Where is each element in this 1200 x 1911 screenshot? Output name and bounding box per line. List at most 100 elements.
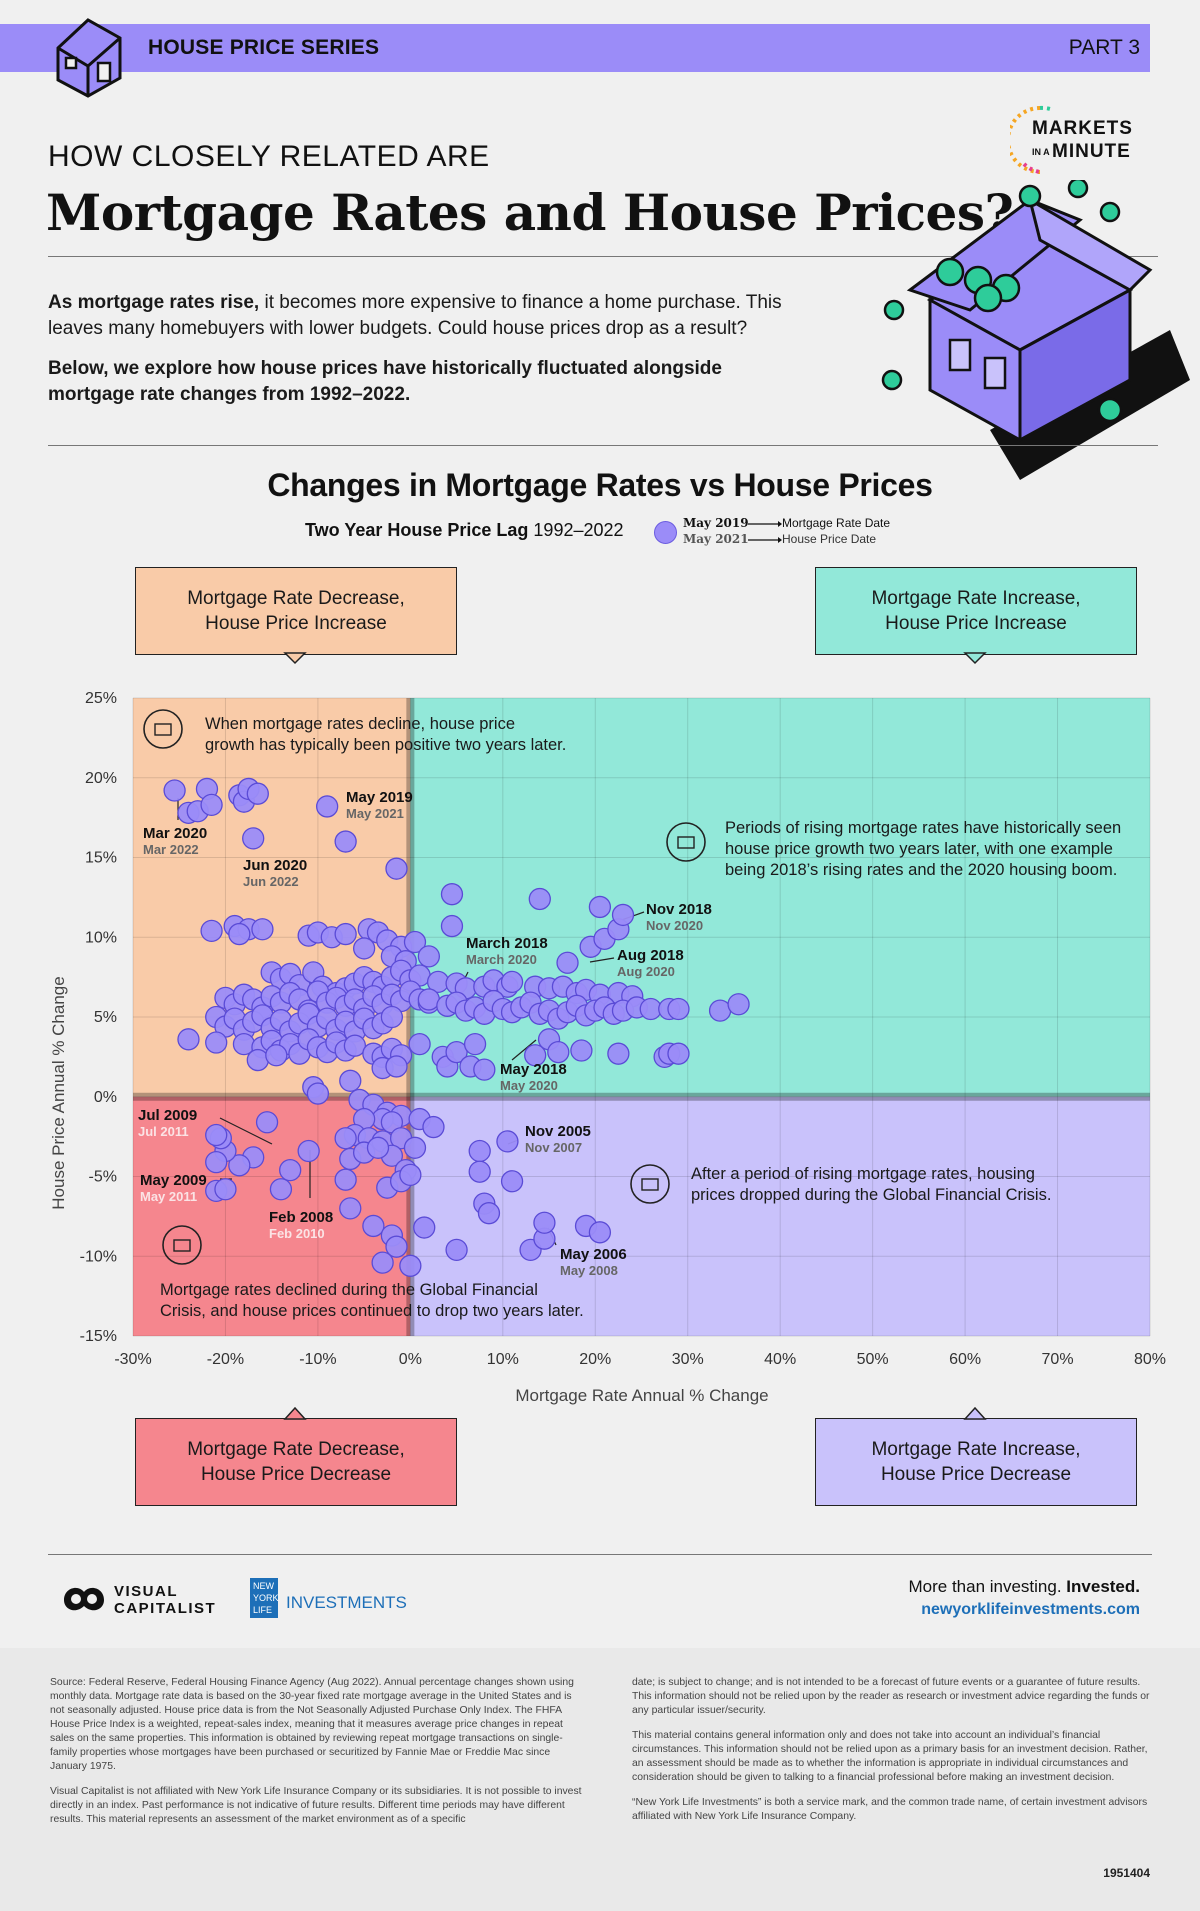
data-point: [380, 1005, 404, 1029]
quadrant-label-top-right: Mortgage Rate Increase, House Price Incre…: [815, 567, 1137, 655]
y-tick-label: 20%: [85, 770, 117, 787]
x-axis-label: Mortgage Rate Annual % Change: [515, 1386, 768, 1405]
chart-tick-labels: -30% -20% -10% 0% 10% 20% 30% 40% 50% 60% 70% 80% 25…: [80, 690, 1166, 1368]
data-point: [200, 919, 223, 943]
brand-in-a: IN A: [1032, 147, 1050, 157]
data-point: [334, 1168, 357, 1191]
annotation-sublabel: May 2020: [500, 1078, 558, 1093]
nyl-word: INVESTMENTS: [286, 1593, 407, 1612]
fineprint-paragraph: Visual Capitalist is not affiliated with…: [50, 1786, 582, 1825]
callout-bottom-left: Mortgage rates declined during the Globa…: [160, 1225, 584, 1320]
quadrant-label-line: House Price Decrease: [200, 1464, 392, 1485]
quadrant-label-line: House Price Increase: [205, 613, 387, 634]
nyl-badge-1: NEW: [253, 1581, 275, 1591]
annotation-sublabel: March 2020: [466, 952, 537, 967]
callout-icon: [666, 822, 706, 862]
fineprint-paragraph: date; is subject to change; and is not i…: [632, 1677, 1150, 1716]
data-point: [708, 999, 732, 1022]
y-tick-label: -10%: [80, 1248, 117, 1265]
intro-text: As mortgage rates rise, it becomes more …: [48, 290, 808, 422]
data-point: [228, 1154, 251, 1177]
annotation-sublabel: Aug 2020: [617, 964, 675, 979]
chart-title: Changes in Mortgage Rates vs House Price…: [267, 467, 933, 503]
annotation-leader: [219, 1117, 273, 1145]
annotation-sublabel: Nov 2007: [525, 1140, 582, 1155]
callout-icon-glyph: [154, 723, 172, 736]
chart-grid: [132, 697, 1151, 1337]
data-point: [445, 1040, 468, 1064]
fineprint-paragraph: This material contains general informati…: [632, 1730, 1148, 1783]
data-point: [588, 895, 612, 919]
data-point: [528, 887, 551, 911]
markets-in-a-minute-logo: MARKETS IN A MINUTE: [1006, 100, 1160, 180]
visual-capitalist-logo: VISUAL CAPITALIST: [60, 1578, 240, 1623]
data-point: [667, 1042, 690, 1065]
website-link[interactable]: newyorklifeinvestments.com: [921, 1601, 1140, 1618]
y-tick-label: -5%: [89, 1169, 117, 1186]
data-point: [163, 779, 186, 802]
data-point: [399, 1163, 422, 1187]
annotation-sublabel: Feb 2010: [269, 1226, 325, 1241]
subtitle-bold: Two Year House Price Lag: [305, 520, 529, 540]
data-point: [251, 918, 274, 941]
x-tick-label: 70%: [1042, 1351, 1074, 1368]
vc-line-2: CAPITALIST: [114, 1600, 216, 1617]
fineprint-right: date; is subject to change; and is not i…: [632, 1676, 1152, 1835]
x-tick-label: -10%: [299, 1351, 336, 1368]
quadrant-pointers-bottom-icon: [283, 1406, 987, 1420]
x-tick-label: 50%: [857, 1351, 889, 1368]
annotation-leader: [589, 957, 615, 963]
house-logo-icon: [56, 18, 122, 98]
y-tick-label: -15%: [80, 1328, 117, 1345]
data-point: [570, 1039, 593, 1062]
data-point: [473, 1058, 496, 1081]
x-tick-label: 0%: [399, 1351, 422, 1368]
callout-top-right: Periods of rising mortgage rates have hi…: [666, 819, 1121, 879]
callout-text-line: being 2018’s rising rates and the 2020 h…: [725, 861, 1117, 879]
annotation-sublabel: Jun 2022: [243, 874, 299, 889]
intro-divider: [48, 445, 1158, 446]
annotation-label: May 2006: [560, 1246, 627, 1263]
data-point: [440, 914, 464, 938]
x-tick-label: 60%: [949, 1351, 981, 1368]
data-point: [496, 1130, 519, 1153]
x-tick-label: -30%: [114, 1351, 151, 1368]
data-point: [200, 793, 223, 817]
data-point: [477, 1202, 501, 1225]
x-tick-label: -20%: [207, 1351, 244, 1368]
quadrant-label-line: House Price Decrease: [880, 1464, 1072, 1485]
nyl-badge-2: YORK: [253, 1593, 279, 1603]
legend-label-1: Mortgage Rate Date: [782, 516, 891, 530]
quadrant-label-line: Mortgage Rate Increase,: [871, 1439, 1081, 1460]
data-point: [205, 1031, 228, 1054]
y-tick-label: 15%: [85, 850, 117, 867]
x-tick-label: 10%: [487, 1351, 519, 1368]
quadrant-label-line: Mortgage Rate Increase,: [871, 588, 1081, 609]
data-point: [547, 1040, 570, 1064]
tagline-part-1: More than investing.: [908, 1577, 1067, 1596]
annotation-sublabel: Mar 2022: [143, 842, 199, 857]
data-point: [246, 1048, 269, 1072]
series-title: HOUSE PRICE SERIES: [148, 36, 380, 59]
callout-icon-glyph: [677, 836, 695, 849]
data-point: [297, 1139, 320, 1163]
callout-text-line: house price growth two years later, with…: [725, 840, 1113, 858]
quadrant-label-line: Mortgage Rate Decrease,: [187, 1439, 405, 1460]
subtitle-range: 1992–2022: [528, 520, 624, 540]
callout-bottom-right: After a period of rising mortgage rates,…: [630, 1164, 1051, 1204]
data-point: [533, 1211, 556, 1234]
callout-text-line: After a period of rising mortgage rates,…: [691, 1165, 1035, 1183]
callout-text-line: When mortgage rates decline, house price: [205, 715, 515, 733]
data-point: [177, 1028, 200, 1051]
intro-paragraph-2: Below, we explore how house prices have …: [48, 358, 722, 405]
callout-icon-glyph: [641, 1178, 659, 1191]
kicker: HOW CLOSELY RELATED ARE: [48, 140, 490, 173]
x-tick-label: 40%: [764, 1351, 796, 1368]
annotation-sublabel: May 2021: [346, 806, 404, 821]
